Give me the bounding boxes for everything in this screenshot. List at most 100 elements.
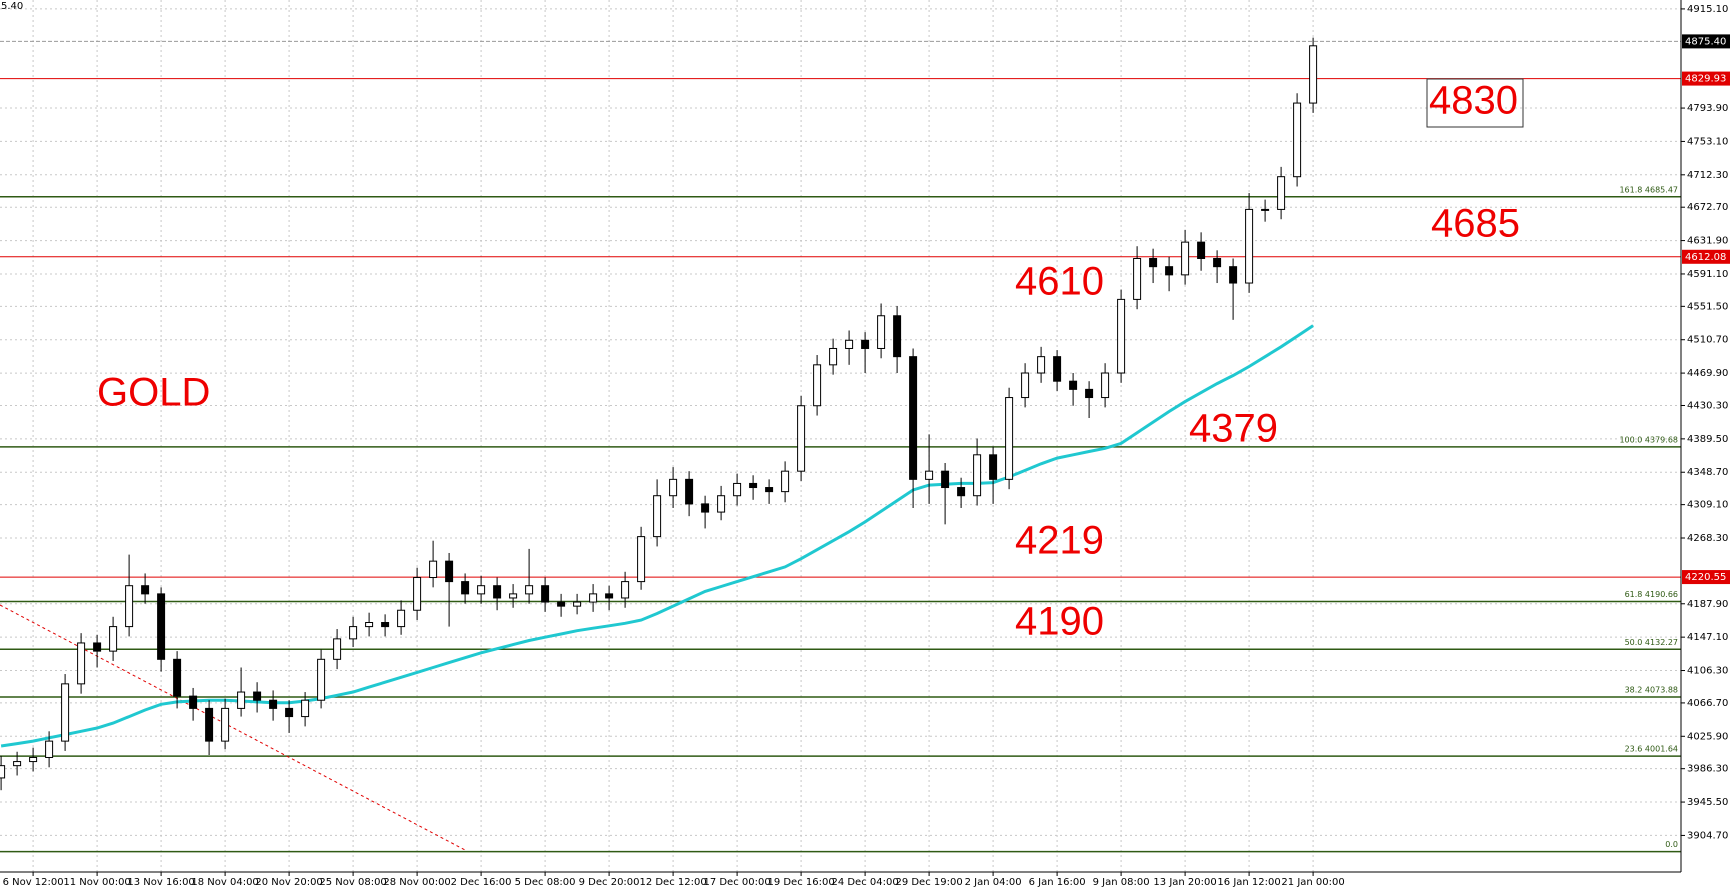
fib-label: 161.8 4685.47 [1619,185,1678,194]
candle-body [125,585,134,628]
y-tick-label: 4389.50 [1687,434,1728,445]
candle-body [1181,241,1190,276]
candle-body [877,315,886,349]
candle-body [733,482,742,497]
candle-body [93,642,102,652]
x-tick-label: 19 Dec 16:00 [767,877,834,888]
candle-body [653,495,662,538]
candle-body [141,585,150,595]
x-tick-label: 25 Nov 08:00 [319,877,386,888]
y-tick-label: 4430.30 [1687,400,1728,411]
candle-body [365,622,374,628]
x-tick-label: 29 Dec 19:00 [895,877,962,888]
price-box [1682,71,1730,86]
candle-body [1053,356,1062,382]
candle-body [0,765,6,779]
candle-body [525,585,534,595]
candle-body [45,740,54,758]
candle-body [1069,380,1078,390]
candle-body [1229,266,1238,284]
x-tick-label: 12 Dec 12:00 [639,877,706,888]
candle-body [1117,298,1126,374]
price-box [1682,34,1730,49]
x-tick-label: 2 Dec 16:00 [451,877,512,888]
candle-body [845,339,854,349]
y-tick-label: 4753.10 [1687,136,1728,147]
y-tick-label: 3945.50 [1687,797,1728,808]
candle-body [477,585,486,595]
y-tick-label: 4915.10 [1687,4,1728,15]
x-tick-label: 6 Nov 12:00 [3,877,64,888]
candle-body [797,405,806,472]
candle-body [1309,45,1318,104]
candle-body [109,626,118,652]
candle-body [621,581,630,599]
candle-body [749,482,758,489]
candle-body [157,593,166,660]
y-tick-label: 4025.90 [1687,731,1728,742]
candle-body [1021,372,1030,399]
y-tick-label: 4712.30 [1687,170,1728,181]
candle-body [269,699,278,709]
fib-label: 23.6 4001.64 [1625,745,1678,754]
annotation: GOLD [97,371,210,415]
fib-label: 0.0 [1665,840,1678,849]
y-tick-label: 4551.50 [1687,301,1728,312]
x-tick-label: 13 Jan 20:00 [1153,877,1216,888]
grid [0,0,1681,872]
y-tick-label: 4268.30 [1687,533,1728,544]
price-label: 4829.93 [1685,74,1726,85]
price-box [1682,249,1730,264]
candle-body [589,593,598,603]
price-label: 4875.40 [1685,36,1726,47]
candle-body [701,503,710,513]
y-tick-label: 3986.30 [1687,764,1728,775]
candle-body [717,495,726,513]
annotation-box [1426,78,1524,128]
candle-body [685,478,694,505]
y-tick-label: 4147.10 [1687,632,1728,643]
levels: 161.8 4685.47 100.0 4379.68 61.8 4190.66 50… [0,40,1681,853]
candle-body [317,658,326,701]
candle-body [1165,266,1174,276]
annotation: 4610 [1015,260,1104,304]
x-tick-label: 13 Nov 16:00 [127,877,194,888]
candle-body [253,691,262,701]
x-tick-label: 18 Nov 04:00 [191,877,258,888]
x-tick-label: 28 Nov 00:00 [383,877,450,888]
y-tick-label: 4510.70 [1687,335,1728,346]
candle-body [461,581,470,595]
y-tick-label: 4631.90 [1687,236,1728,247]
candle-body [493,585,502,599]
candle-body [557,601,566,607]
x-tick-label: 11 Nov 00:00 [63,877,130,888]
candle-body [765,487,774,493]
candle-body [1085,388,1094,399]
candle-body [221,707,230,742]
candle-body [445,560,454,583]
y-tick-label: 4309.10 [1687,500,1728,511]
candle-body [669,478,678,497]
candle-body [893,315,902,358]
candle-body [61,683,70,742]
candle-body [1149,257,1158,268]
candle-body [829,347,838,366]
candle-body [813,364,822,407]
candle-body [285,707,294,718]
candle-body [1037,356,1046,374]
candle-body [413,577,422,611]
candle-body [397,609,406,628]
annotation: 4685 [1431,202,1520,246]
fib-label: 61.8 4190.66 [1625,590,1678,599]
corner-label: 5.40 [1,1,23,12]
candle-body [301,699,310,718]
x-tick-label: 21 Jan 00:00 [1281,877,1344,888]
candle-body [429,560,438,579]
candle-body [381,622,390,628]
annotation: 4379 [1189,407,1278,451]
candle-body [237,691,246,709]
candle-body [573,601,582,607]
candle-body [973,454,982,497]
candle-body [541,585,550,603]
